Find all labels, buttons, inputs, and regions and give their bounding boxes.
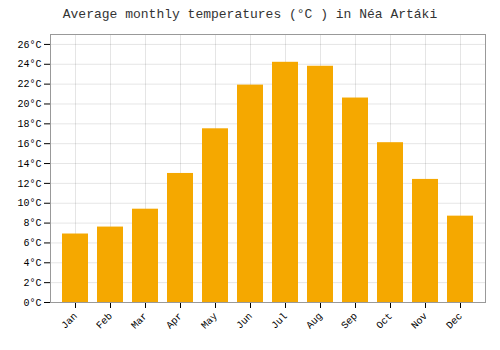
svg-text:Jul: Jul	[269, 311, 290, 332]
svg-text:12°C: 12°C	[17, 179, 41, 190]
svg-text:24°C: 24°C	[17, 59, 41, 70]
html-text:Average monthly temperatures (: Average monthly temperatures (°C ) in Né…	[62, 7, 438, 22]
svg-text:Mar: Mar	[129, 311, 150, 332]
svg-text:Sep: Sep	[339, 311, 360, 332]
svg-text:6°C: 6°C	[23, 238, 41, 249]
svg-text:Aug: Aug	[304, 311, 325, 332]
svg-text:4°C: 4°C	[23, 258, 41, 269]
svg-text:Dec: Dec	[444, 311, 465, 332]
svg-text:14°C: 14°C	[17, 159, 41, 170]
svg-text:May: May	[199, 311, 220, 332]
svg-text:20°C: 20°C	[17, 99, 41, 110]
svg-text:Oct: Oct	[374, 311, 395, 332]
svg-text:22°C: 22°C	[17, 79, 41, 90]
svg-text:8°C: 8°C	[23, 218, 41, 229]
svg-text:18°C: 18°C	[17, 119, 41, 130]
svg-text:Jun: Jun	[234, 311, 255, 332]
svg-text:10°C: 10°C	[17, 198, 41, 209]
svg-text:16°C: 16°C	[17, 139, 41, 150]
svg-text:Jan: Jan	[59, 311, 80, 332]
svg-text:2°C: 2°C	[23, 278, 41, 289]
svg-text:26°C: 26°C	[17, 40, 41, 51]
svg-text:Feb: Feb	[94, 311, 115, 332]
svg-text:Nov: Nov	[409, 311, 430, 332]
svg-text:Apr: Apr	[164, 311, 185, 332]
svg-text:0°C: 0°C	[23, 298, 41, 309]
